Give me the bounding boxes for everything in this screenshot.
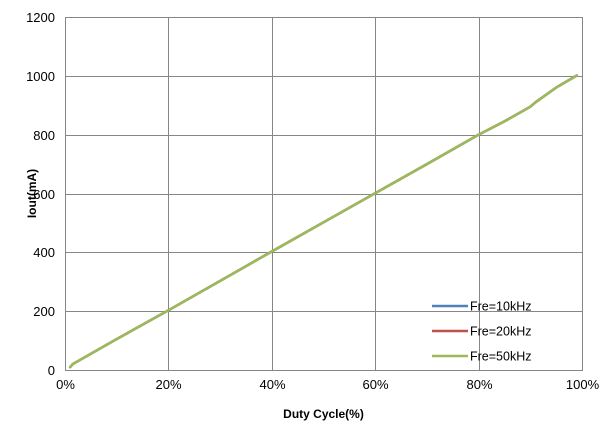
x-tick-label: 0% (56, 377, 75, 392)
legend: Fre=10kHz Fre=20kHz Fre=50kHz (432, 300, 531, 364)
y-tick-label: 0 (48, 363, 55, 378)
y-tick-label: 200 (33, 304, 55, 319)
y-axis-title: Iout(mA) (25, 169, 39, 218)
legend-label: Fre=10kHz (470, 300, 531, 314)
x-tick-label: 40% (259, 377, 285, 392)
series-line-3 (68, 74, 579, 369)
x-tick-label: 100% (566, 377, 600, 392)
x-axis-title: Duty Cycle(%) (283, 407, 364, 421)
y-tick-label: 1200 (26, 10, 55, 25)
series-lines (68, 74, 579, 369)
legend-label: Fre=20kHz (470, 325, 531, 339)
y-tick-label: 400 (33, 245, 55, 260)
x-tick-label: 80% (466, 377, 492, 392)
x-tick-label: 60% (362, 377, 388, 392)
x-tick-label: 20% (155, 377, 181, 392)
y-tick-label: 1000 (26, 69, 55, 84)
tick-labels: 0 200 400 600 800 1000 1200 0% 20% 40% 60% 80% 100% (26, 10, 599, 392)
y-tick-label: 800 (33, 128, 55, 143)
legend-label: Fre=50kHz (470, 350, 531, 364)
plot-border (65, 17, 583, 371)
axes (65, 17, 583, 371)
gridlines (65, 17, 583, 371)
y-tick-label: 600 (33, 187, 55, 202)
